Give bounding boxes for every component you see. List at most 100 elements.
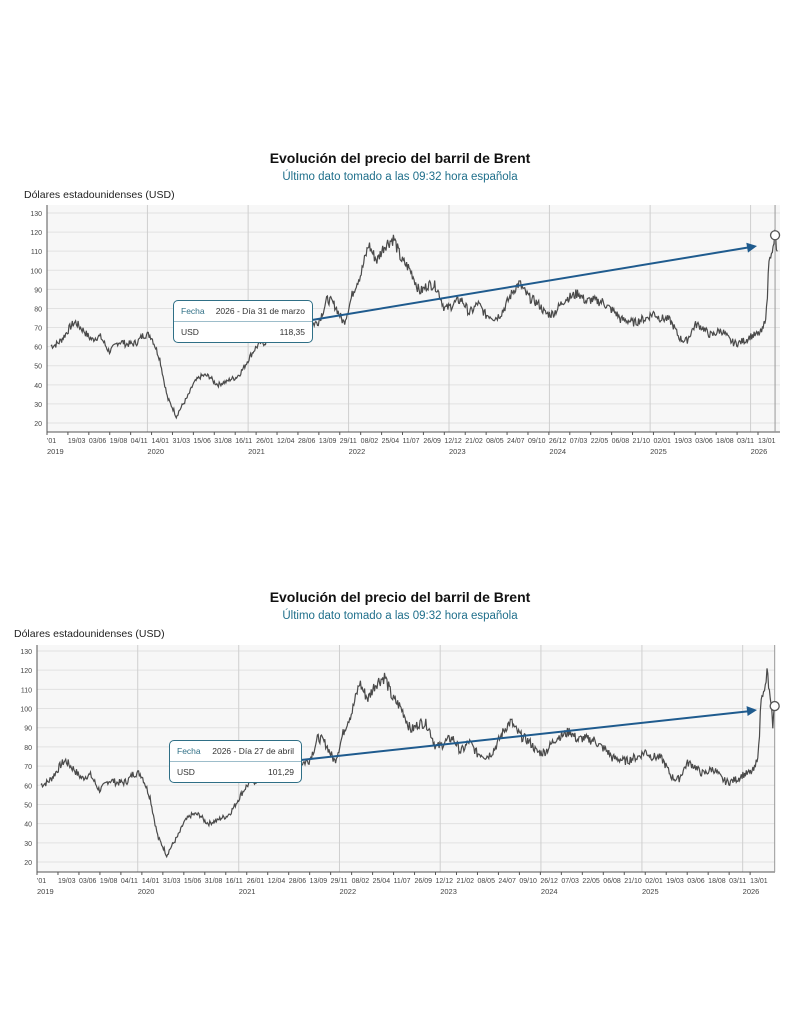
tooltip: Fecha 2026 - Día 31 de marzo USD 118,35: [173, 300, 313, 343]
x-tick-label: 26/01: [247, 878, 265, 885]
y-tick-label: 130: [20, 649, 32, 656]
chart-title: Evolución del precio del barril de Brent: [269, 589, 531, 605]
x-tick-label: 28/06: [289, 878, 307, 885]
year-label: 2019: [37, 887, 54, 896]
tooltip-date-label: Fecha: [177, 746, 201, 756]
x-tick-label: 21/10: [633, 438, 651, 445]
y-tick-label: 100: [30, 268, 42, 275]
x-tick-label: 06/08: [612, 438, 630, 445]
x-tick-label: 16/11: [226, 878, 243, 885]
x-tick-label: 26/09: [415, 878, 433, 885]
x-tick-label: 02/01: [653, 438, 671, 445]
x-tick-label: '01: [47, 438, 56, 445]
y-tick-label: 120: [30, 230, 42, 237]
year-label: 2025: [642, 887, 659, 896]
tooltip-date: 2026 - Día 27 de abril: [212, 746, 294, 756]
y-tick-label: 40: [34, 383, 42, 390]
x-tick-label: 25/04: [373, 878, 391, 885]
x-tick-label: 03/11: [737, 438, 754, 445]
tooltip-date-label: Fecha: [181, 306, 205, 316]
x-tick-label: 24/07: [498, 878, 516, 885]
x-tick-label: 07/03: [570, 438, 588, 445]
x-tick-label: 12/12: [444, 438, 462, 445]
x-tick-label: 04/11: [131, 438, 148, 445]
highlight-marker: [769, 700, 780, 712]
x-tick-label: 28/06: [298, 438, 316, 445]
year-label: 2020: [138, 887, 155, 896]
x-tick-label: 15/06: [184, 878, 202, 885]
x-tick-label: 29/11: [331, 878, 348, 885]
x-tick-label: 24/07: [507, 438, 525, 445]
x-tick-label: 08/05: [486, 438, 504, 445]
x-tick-label: 31/08: [214, 438, 232, 445]
x-tick-label: 03/06: [695, 438, 713, 445]
x-tick-label: 12/12: [436, 878, 454, 885]
x-tick-label: 13/09: [310, 878, 328, 885]
year-label: 2021: [239, 887, 256, 896]
x-tick-label: 07/03: [561, 878, 579, 885]
tooltip-value-label: USD: [177, 767, 195, 777]
x-tick-label: 08/02: [352, 878, 370, 885]
tooltip-value: 101,29: [268, 767, 294, 777]
chart-subtitle: Último dato tomado a las 09:32 hora espa…: [282, 171, 518, 183]
year-label: 2023: [440, 887, 457, 896]
y-tick-label: 120: [20, 668, 32, 675]
tooltip-date: 2026 - Día 31 de marzo: [215, 306, 305, 316]
x-tick-label: 16/11: [235, 438, 252, 445]
x-tick-label: 09/10: [528, 438, 546, 445]
x-tick-label: 26/12: [549, 438, 567, 445]
x-tick-label: 26/12: [540, 878, 558, 885]
x-tick-label: 12/04: [277, 438, 295, 445]
y-tick-label: 90: [24, 726, 32, 733]
y-tick-label: 20: [34, 421, 42, 428]
chart-title: Evolución del precio del barril de Brent: [269, 150, 531, 166]
x-tick-label: 04/11: [121, 878, 138, 885]
x-tick-label: 13/09: [319, 438, 337, 445]
x-tick-label: 19/03: [68, 438, 86, 445]
year-label: 2026: [743, 887, 760, 896]
y-tick-label: 40: [24, 822, 32, 829]
x-tick-label: 31/03: [172, 438, 190, 445]
x-tick-label: 26/09: [423, 438, 441, 445]
x-tick-label: 29/11: [340, 438, 357, 445]
x-tick-label: 03/06: [79, 878, 97, 885]
arrow-line: [300, 710, 752, 761]
y-tick-label: 50: [24, 802, 32, 809]
x-tick-label: 19/03: [666, 878, 684, 885]
x-tick-label: 18/08: [708, 878, 726, 885]
y-tick-label: 60: [34, 345, 42, 352]
chart-subtitle: Último dato tomado a las 09:32 hora espa…: [282, 610, 518, 622]
y-tick-label: 30: [24, 841, 32, 848]
x-tick-label: 11/07: [394, 878, 411, 885]
year-label: 2024: [549, 447, 566, 456]
y-tick-label: 50: [34, 364, 42, 371]
y-axis-label: Dólares estadounidenses (USD): [24, 189, 175, 201]
tooltip: Fecha 2026 - Día 27 de abril USD 101,29: [169, 740, 302, 783]
x-tick-label: 03/11: [729, 878, 746, 885]
x-tick-label: 13/01: [750, 878, 768, 885]
y-tick-label: 20: [24, 860, 32, 867]
x-tick-label: 03/06: [89, 438, 107, 445]
y-tick-label: 30: [34, 402, 42, 409]
year-label: 2022: [339, 887, 356, 896]
year-label: 2023: [449, 447, 466, 456]
x-tick-label: 18/08: [716, 438, 734, 445]
x-tick-label: 09/10: [519, 878, 537, 885]
year-label: 2021: [248, 447, 265, 456]
y-tick-label: 90: [34, 287, 42, 294]
x-tick-label: 22/05: [591, 438, 609, 445]
arrow-head-icon: [746, 706, 757, 717]
y-tick-label: 70: [24, 764, 32, 771]
x-tick-label: 02/01: [645, 878, 663, 885]
y-tick-label: 70: [34, 326, 42, 333]
x-tick-label: 14/01: [152, 438, 170, 445]
x-tick-label: 19/08: [100, 878, 118, 885]
x-tick-label: 21/02: [456, 878, 474, 885]
y-tick-label: 80: [34, 306, 42, 313]
y-tick-label: 130: [30, 211, 42, 218]
y-tick-label: 100: [20, 707, 32, 714]
highlight-marker: [769, 230, 781, 241]
x-tick-label: 31/08: [205, 878, 223, 885]
